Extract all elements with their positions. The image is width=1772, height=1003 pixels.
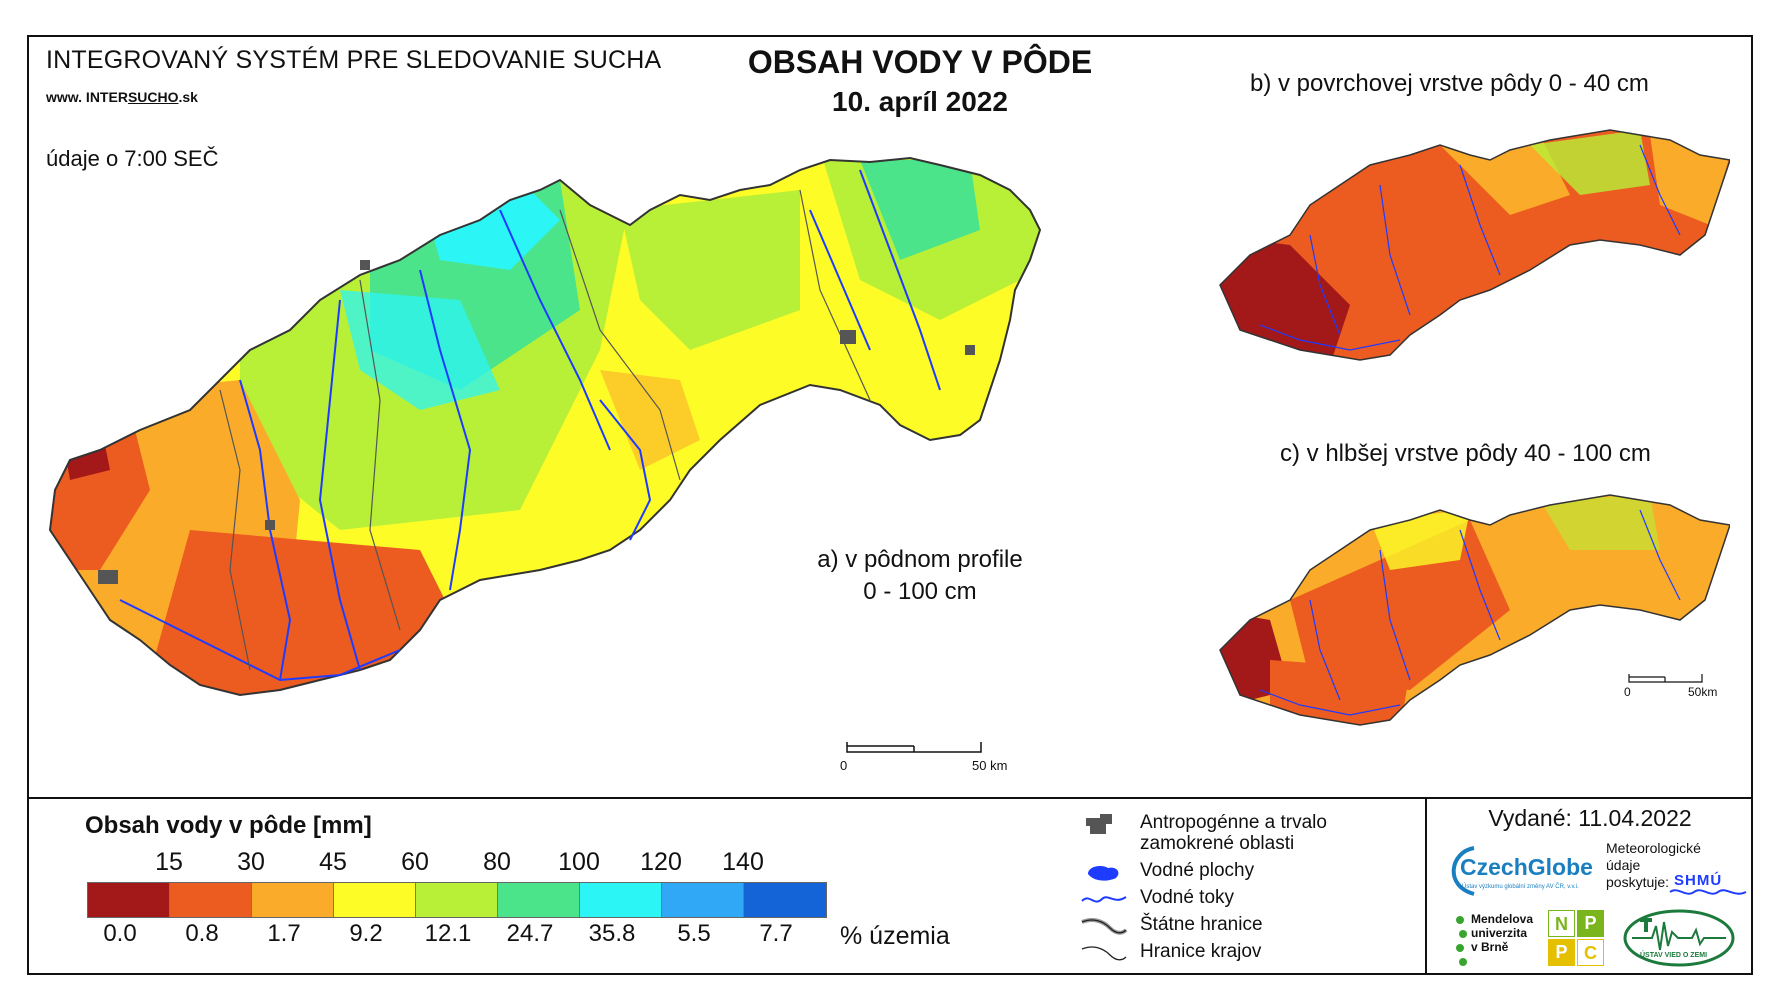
scale-small-end: 50km: [1688, 685, 1718, 699]
shmu-wave-icon: [1669, 889, 1747, 895]
water-streams-label: Vodné toky: [1140, 887, 1235, 908]
anthropogenic-area-icon: [1086, 814, 1112, 834]
legend-percentage: 0.0: [103, 920, 137, 947]
legend-percentage: 35.8: [588, 920, 636, 947]
mendel-logo[interactable]: Mendelova univerzita v Brně: [1455, 912, 1534, 966]
legend-percentage: 1.7: [267, 920, 301, 947]
legend-percentage: 7.7: [759, 920, 793, 947]
footer-divider: [1425, 797, 1427, 975]
mendel-dots-icon: [1456, 916, 1467, 966]
legend-swatch: [170, 883, 252, 917]
scale-bar-small: [1628, 674, 1703, 683]
symbol-region-borders: Hranice krajov: [1080, 941, 1261, 965]
legend-threshold: 30: [237, 848, 265, 876]
legend-swatch: [252, 883, 334, 917]
legend-threshold: 120: [640, 848, 682, 876]
region-border-icon: [1081, 946, 1127, 961]
meteo-line3: poskytuje:: [1606, 874, 1670, 890]
meteo-line1: Meteorologické: [1606, 840, 1701, 856]
main-title: OBSAH VODY V PÔDE: [747, 44, 1093, 80]
scale-main-end: 50 km: [972, 758, 1008, 773]
anthropogenic-line2: zamokrené oblasti: [1140, 833, 1295, 854]
issued-date: Vydané: 11.04.2022: [1488, 805, 1692, 831]
shmu-name: SHMÚ: [1674, 872, 1723, 889]
legend-percentage: 0.8: [185, 920, 219, 947]
legend-swatch: [744, 883, 826, 917]
observation-time: údaje o 7:00 SEČ: [46, 146, 219, 171]
legend-threshold: 80: [483, 848, 511, 876]
symbol-water-bodies: Vodné plochy: [1080, 860, 1254, 884]
uvz-logo[interactable]: ÚSTAV VIED O ZEMI: [1622, 908, 1737, 968]
legend-threshold: 45: [319, 848, 347, 876]
nppc-logo[interactable]: N P P C: [1548, 910, 1604, 966]
czechglobe-logo[interactable]: CzechGlobe Ústav výzkumu globální změny …: [1440, 842, 1600, 898]
legend-swatch: [662, 883, 744, 917]
legend-percentage: 5.5: [677, 920, 711, 947]
uvz-seismo-icon: [1623, 909, 1735, 967]
scale-main-start: 0: [840, 758, 848, 773]
meteo-provider-text: Meteorologické údaje poskytuje:: [1606, 840, 1701, 891]
map-a-profile: [48, 156, 1042, 697]
water-body-icon: [1088, 866, 1119, 881]
legend-swatch: [334, 883, 416, 917]
url-prefix: www. INTER: [46, 89, 128, 105]
anthropogenic-line1: Antropogénne a trvalo: [1140, 812, 1327, 833]
shmu-logo[interactable]: SHMÚ: [1668, 870, 1748, 900]
czechglobe-subtitle: Ústav výzkumu globální změny AV ČR, v.v.…: [1462, 884, 1579, 890]
legend-swatch: [88, 883, 170, 917]
legend-swatch: [498, 883, 580, 917]
percent-unit: % územia: [840, 922, 950, 950]
mendel-line2: univerzita: [1471, 926, 1528, 940]
map-a-label-line2: 0 - 100 cm: [863, 578, 977, 605]
symbol-state-borders: Štátne hranice: [1080, 914, 1263, 938]
scale-bar-main: [846, 742, 982, 753]
state-borders-label: Štátne hranice: [1140, 914, 1263, 935]
mendel-line1: Mendelova: [1471, 912, 1534, 926]
legend-colorbar: [87, 882, 827, 918]
symbol-anthropogenic: Antropogénne a trvalo zamokrené oblasti: [1080, 812, 1327, 854]
map-b-label: b) v povrchovej vrstve pôdy 0 - 40 cm: [1250, 70, 1649, 97]
legend-percentage: 9.2: [349, 920, 383, 947]
map-c-deep: [1219, 494, 1730, 726]
state-border-icon: [1081, 918, 1128, 935]
map-b-surface: [1219, 129, 1730, 361]
legend-divider: [27, 797, 1753, 799]
mendel-line3: v Brně: [1471, 940, 1509, 954]
nppc-letter-1: N: [1548, 910, 1575, 937]
meteo-line2: údaje: [1606, 857, 1641, 873]
czechglobe-arc-icon: [1451, 846, 1475, 896]
nppc-letter-2: P: [1577, 910, 1604, 937]
legend-percentage: 24.7: [506, 920, 554, 947]
url-mid: SUCHO: [127, 89, 179, 105]
region-borders-label: Hranice krajov: [1140, 941, 1262, 962]
uvz-name: ÚSTAV VIED O ZEMI: [1640, 952, 1708, 959]
legend-swatch: [416, 883, 498, 917]
map-a-label-line1: a) v pôdnom profile: [817, 546, 1023, 573]
legend-threshold: 60: [401, 848, 429, 876]
czechglobe-name: CzechGlobe: [1460, 854, 1593, 880]
url-suffix: .sk: [178, 89, 198, 105]
website-url[interactable]: www. INTERSUCHO.sk: [46, 89, 198, 105]
legend-percentage: 12.1: [424, 920, 472, 947]
legend-threshold: 140: [722, 848, 764, 876]
legend-title: Obsah vody v pôde [mm]: [85, 812, 372, 839]
symbol-water-streams: Vodné toky: [1080, 887, 1234, 911]
legend-threshold: 100: [558, 848, 600, 876]
nppc-letter-3: P: [1548, 939, 1575, 966]
water-bodies-label: Vodné plochy: [1140, 860, 1255, 881]
legend-threshold: 15: [155, 848, 183, 876]
map-c-label: c) v hlbšej vrstve pôdy 40 - 100 cm: [1280, 440, 1651, 467]
nppc-letter-4: C: [1577, 939, 1604, 966]
scale-small-start: 0: [1624, 685, 1631, 699]
legend-swatch: [580, 883, 662, 917]
map-a-label: a) v pôdnom profile 0 - 100 cm: [770, 544, 1070, 608]
system-title: INTEGROVANÝ SYSTÉM PRE SLEDOVANIE SUCHA: [46, 46, 662, 74]
main-date: 10. apríl 2022: [832, 86, 1008, 117]
water-stream-icon: [1081, 896, 1127, 903]
